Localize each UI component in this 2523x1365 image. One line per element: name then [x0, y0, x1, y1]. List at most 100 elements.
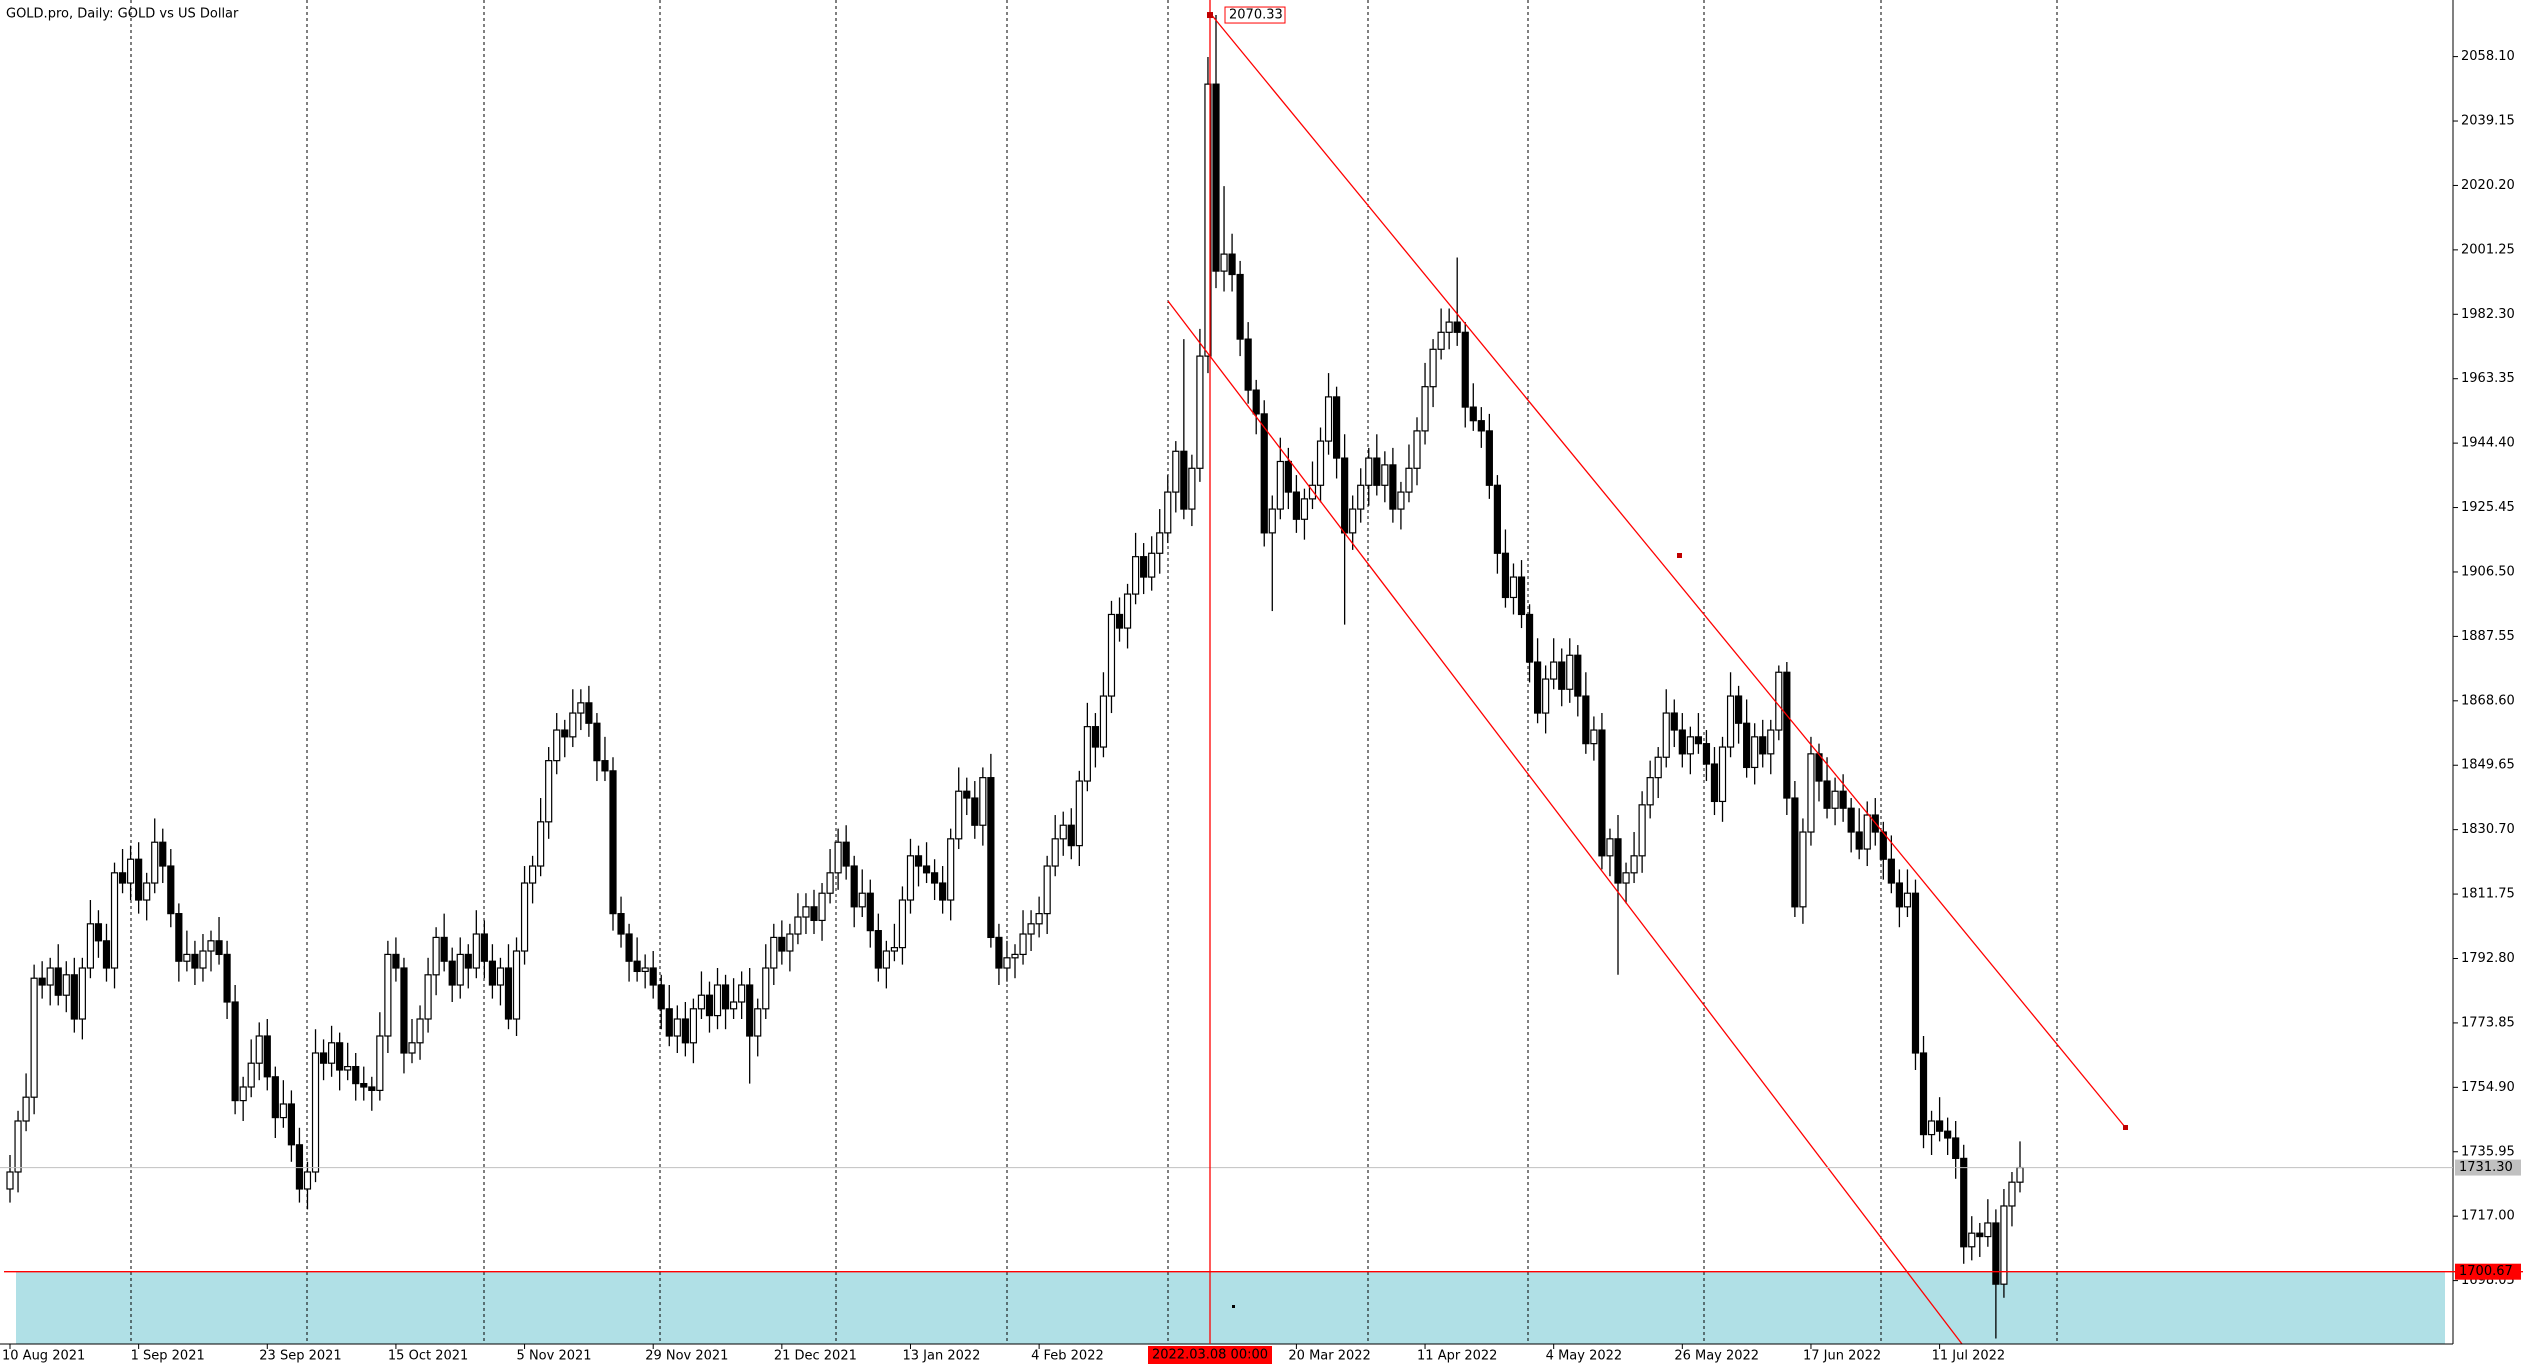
- y-tick-label: 2039.15: [2461, 114, 2515, 129]
- x-tick-label: 15 Oct 2021: [388, 1349, 468, 1364]
- candle-body: [1276, 460, 1284, 510]
- candle-body: [794, 916, 802, 935]
- crosshair-time-box: [1148, 1346, 1272, 1364]
- y-tick-label: 1792.80: [2461, 951, 2515, 966]
- candle-body: [641, 967, 649, 973]
- y-tick-label: 1906.50: [2461, 564, 2515, 579]
- candle-body: [1702, 743, 1711, 765]
- candle-body: [1131, 556, 1140, 595]
- candle-body: [287, 1103, 295, 1146]
- candle-body: [1437, 331, 1445, 350]
- back-layer: [16, 1271, 2445, 1344]
- candle-body: [432, 936, 440, 976]
- level-box: [2455, 1263, 2521, 1280]
- candle-body: [496, 967, 505, 986]
- dot: [1232, 1305, 1235, 1308]
- candle-body: [1863, 814, 1871, 850]
- candle-body: [810, 906, 818, 922]
- candle-body: [1316, 440, 1325, 486]
- y-tick-label: 1849.65: [2461, 758, 2515, 773]
- candle-body: [1035, 913, 1043, 925]
- y-tick-label: 1887.55: [2461, 629, 2515, 644]
- candle-body: [86, 923, 95, 969]
- crosshair-price-box: [1224, 6, 1286, 24]
- candle-body: [1003, 957, 1011, 969]
- candle-body: [1895, 882, 1904, 908]
- candle-body: [1445, 321, 1453, 333]
- candle-body: [504, 967, 513, 1020]
- candle-body: [601, 760, 609, 772]
- candle-body: [1477, 420, 1485, 432]
- candle-body: [1172, 450, 1180, 493]
- candle-body: [118, 872, 127, 884]
- candle-body: [1180, 450, 1188, 510]
- y-tick-label: 1735.95: [2461, 1144, 2515, 1159]
- x-tick-label: 26 May 2022: [1674, 1349, 1759, 1364]
- candle-body: [1381, 464, 1389, 486]
- candle-body: [665, 1008, 673, 1037]
- candle-body: [738, 984, 746, 1003]
- candle-body: [1558, 661, 1566, 690]
- candle-body: [1654, 756, 1662, 779]
- trend-line: [1167, 300, 1963, 1345]
- candle-body: [1341, 457, 1349, 534]
- candle-body: [1839, 790, 1847, 809]
- candle-body: [448, 960, 456, 986]
- candle-body: [1349, 508, 1357, 534]
- candle-body: [537, 821, 545, 867]
- candle-body: [569, 712, 577, 738]
- candle-body: [1984, 1222, 1992, 1238]
- candle-body: [1799, 831, 1807, 908]
- candle-body: [336, 1042, 344, 1071]
- candle-body: [46, 967, 54, 986]
- candle-body: [697, 994, 706, 1010]
- candle-body: [890, 947, 899, 952]
- candle-body: [1268, 508, 1276, 534]
- y-tick-label: 2058.10: [2461, 49, 2515, 64]
- candle-body: [328, 1042, 336, 1064]
- candle-body: [987, 777, 995, 939]
- candle-body: [440, 936, 448, 962]
- candle-body: [22, 1096, 30, 1122]
- candle-body: [1051, 838, 1059, 867]
- candle-body: [1670, 712, 1678, 731]
- candle-body: [858, 892, 866, 908]
- candle-body: [1164, 491, 1172, 534]
- candle-body: [906, 855, 915, 901]
- candle-body: [1196, 355, 1204, 469]
- candle-body: [1509, 576, 1518, 599]
- x-tick-label: 20 Mar 2022: [1288, 1349, 1370, 1364]
- candle-body: [1485, 430, 1493, 486]
- level-label: 1700.67: [2459, 1264, 2513, 1279]
- candle-body: [1566, 654, 1574, 690]
- candle-body: [818, 892, 826, 922]
- y-tick-label: 2001.25: [2461, 242, 2515, 257]
- candle-body: [746, 984, 754, 1037]
- candle-body: [207, 940, 215, 952]
- candle-body: [577, 702, 585, 714]
- x-tick-label: 17 Jun 2022: [1803, 1349, 1881, 1364]
- candle-body: [649, 967, 657, 986]
- candle-body: [1284, 460, 1292, 493]
- candle-body: [1944, 1130, 1952, 1139]
- candle-body: [30, 977, 38, 1098]
- candle-body: [922, 865, 931, 874]
- candle-body: [1903, 892, 1912, 908]
- x-tick-label: 21 Dec 2021: [774, 1349, 857, 1364]
- candle-body: [408, 1042, 416, 1054]
- candle-body: [78, 967, 86, 1020]
- crosshair-point: [1207, 12, 1213, 19]
- candle-body: [866, 892, 874, 932]
- candle-body: [1308, 484, 1317, 500]
- crosshair-price-label: 2070.33: [1229, 8, 1283, 23]
- candle-body: [400, 967, 408, 1054]
- candle-body: [1960, 1157, 1968, 1248]
- candle-body: [955, 790, 963, 840]
- candle-body: [263, 1035, 271, 1078]
- candle-body: [1574, 654, 1582, 697]
- period-separators: [130, 0, 2058, 1344]
- candle-body: [1533, 661, 1542, 714]
- candle-body: [1718, 746, 1727, 803]
- y-tick-label: 2020.20: [2461, 178, 2515, 193]
